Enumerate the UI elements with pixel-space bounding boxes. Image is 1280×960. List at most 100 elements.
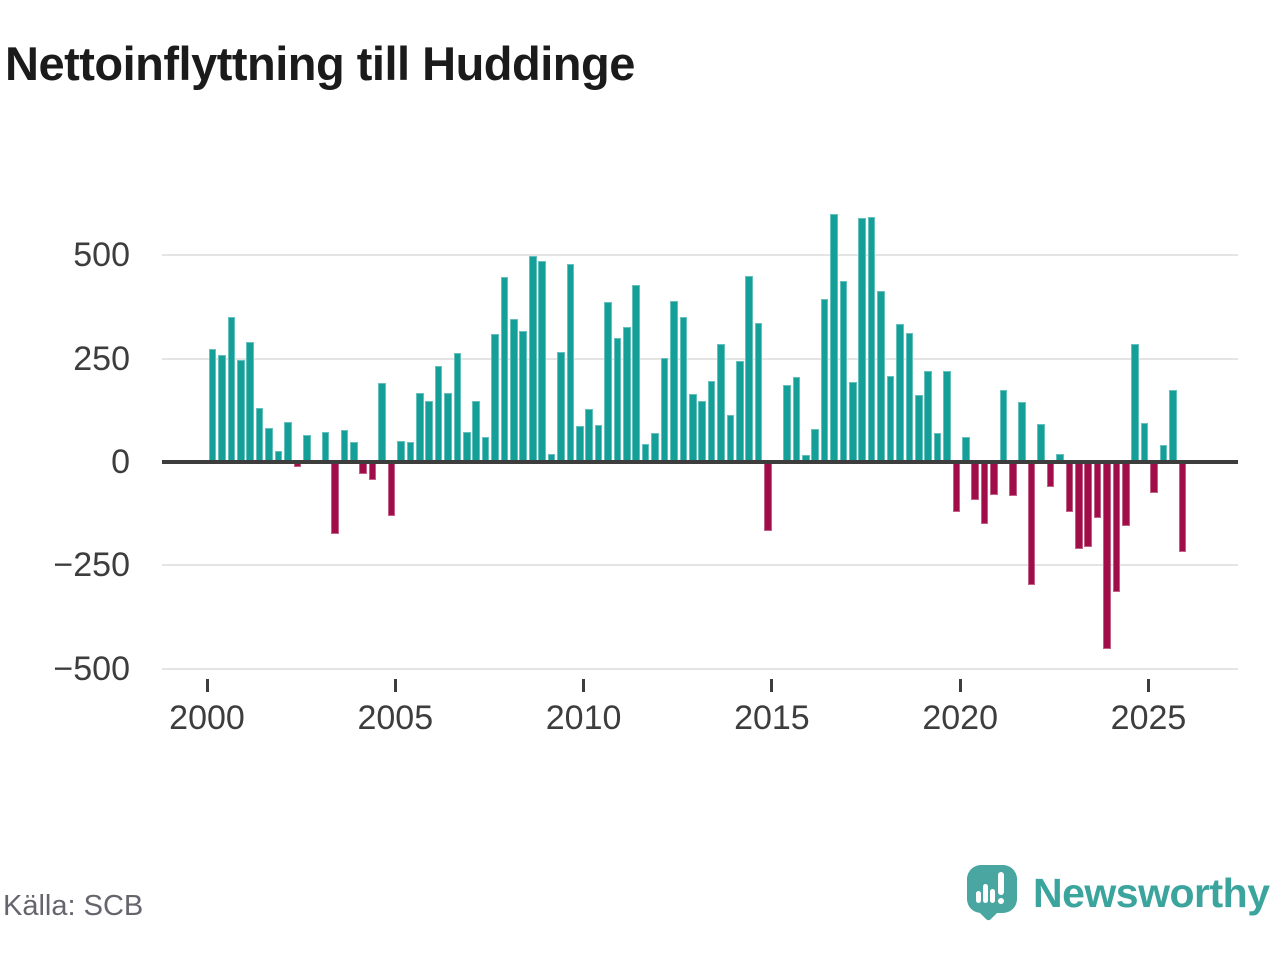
y-axis-label: −250 <box>53 546 130 585</box>
bar-quarter <box>1027 462 1036 586</box>
bar-quarter <box>726 415 735 462</box>
bar-quarter <box>980 462 989 525</box>
bar-quarter <box>331 462 339 535</box>
bar-quarter <box>1122 462 1130 526</box>
bar-quarter <box>594 425 603 462</box>
bar-quarter <box>397 440 405 462</box>
x-axis-tick <box>582 679 586 692</box>
bar-quarter <box>877 291 885 462</box>
bar-quarter <box>585 409 593 462</box>
bar-quarter <box>1018 402 1027 462</box>
gridline <box>162 667 1238 670</box>
bar-quarter <box>783 385 791 462</box>
bar-quarter <box>952 462 961 513</box>
bar-quarter <box>1131 343 1140 462</box>
bar-quarter <box>933 432 942 462</box>
bar-quarter <box>575 426 584 462</box>
bar-quarter <box>340 430 349 462</box>
bar-quarter <box>481 436 490 462</box>
x-axis-tick <box>1147 679 1150 692</box>
bar-quarter <box>434 365 443 462</box>
bar-quarter <box>246 342 255 462</box>
x-axis-label: 2020 <box>922 699 998 737</box>
bar-quarter <box>510 319 518 462</box>
page-title: Nettoinflyttning till Huddinge <box>5 37 635 90</box>
bar-quarter <box>905 333 914 462</box>
bar-quarter <box>754 323 763 462</box>
gridline <box>162 357 1238 360</box>
bar-quarter <box>1150 462 1158 494</box>
bar-quarter <box>528 256 537 462</box>
bar-quarter <box>830 213 838 462</box>
y-axis-label: 500 <box>73 236 130 275</box>
bar-quarter <box>849 382 857 462</box>
bar-quarter <box>566 263 575 462</box>
bar-quarter <box>1103 462 1111 649</box>
bar-quarter <box>858 218 867 462</box>
bar-quarter <box>472 400 480 462</box>
bar-quarter <box>1046 462 1055 487</box>
x-axis-label: 2005 <box>357 699 434 737</box>
bar-quarter <box>613 337 622 462</box>
gridline <box>162 564 1238 567</box>
bar-quarter <box>387 462 396 517</box>
bar-quarter <box>444 392 452 462</box>
source-note: Källa: SCB <box>3 890 144 922</box>
bar-quarter <box>1093 462 1102 519</box>
bar-quarter <box>736 360 744 462</box>
logo-bar-icon <box>990 889 995 903</box>
bar-quarter <box>406 442 415 462</box>
bar-quarter <box>670 300 678 462</box>
bar-quarter <box>792 377 801 462</box>
bar-quarter <box>764 462 772 532</box>
bar-quarter <box>604 302 612 462</box>
x-axis-tick <box>205 679 209 692</box>
x-axis-label: 2000 <box>169 699 245 737</box>
bar-quarter <box>651 433 659 462</box>
bar-quarter <box>208 348 217 462</box>
bar-quarter <box>284 421 292 462</box>
bar-quarter <box>237 359 245 462</box>
bar-quarter <box>745 276 754 462</box>
bar-quarter <box>463 432 471 462</box>
bar-quarter <box>707 381 716 462</box>
bar-quarter <box>1065 462 1074 513</box>
newsworthy-logo-icon <box>967 865 1017 922</box>
bar-quarter <box>698 401 706 462</box>
bar-quarter <box>867 217 876 462</box>
bar-quarter <box>1009 462 1017 496</box>
x-axis-label: 2015 <box>734 699 810 737</box>
bar-quarter <box>943 371 951 462</box>
bar-quarter <box>679 316 688 462</box>
bar-quarter <box>491 333 499 462</box>
bar-quarter <box>623 326 631 462</box>
bar-quarter <box>1178 462 1187 553</box>
bar-quarter <box>255 407 264 462</box>
bar-quarter <box>1140 423 1149 462</box>
bar-quarter <box>924 370 932 462</box>
bar-quarter <box>688 394 697 462</box>
bar-quarter <box>218 354 226 462</box>
x-axis-label: 2025 <box>1110 699 1187 737</box>
bar-quarter <box>896 323 904 462</box>
x-axis-tick <box>958 679 962 692</box>
x-axis-tick <box>770 679 774 692</box>
logo-exclamation-icon <box>998 872 1004 895</box>
bar-quarter <box>350 442 358 462</box>
bar-quarter <box>990 462 998 495</box>
bar-quarter <box>820 299 829 462</box>
brand-name: Newsworthy <box>1033 870 1270 916</box>
logo-exclamation-dot-icon <box>998 898 1004 904</box>
bar-quarter <box>500 277 509 462</box>
y-axis-label: 250 <box>73 339 130 378</box>
bar-quarter <box>1112 462 1121 592</box>
bar-quarter <box>538 260 546 462</box>
x-axis-label: 2010 <box>545 699 622 737</box>
bar-quarter <box>839 281 848 462</box>
bar-quarter <box>425 400 433 462</box>
gridline <box>162 254 1238 257</box>
bar-quarter <box>1169 390 1177 462</box>
bar-quarter <box>999 390 1008 462</box>
bar-quarter <box>1084 462 1092 548</box>
